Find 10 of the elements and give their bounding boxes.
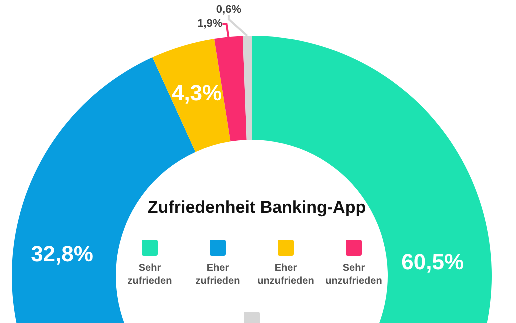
data-label: 0,6% — [216, 4, 242, 16]
legend-label: Sehr unzufrieden — [324, 262, 384, 288]
data-label: 32,8% — [31, 242, 94, 267]
legend-label: Eher unzufrieden — [256, 262, 316, 288]
data-label: 1,9% — [198, 18, 223, 30]
legend-label: Sehr zufrieden — [126, 262, 174, 288]
legend-label: Eher zufrieden — [194, 262, 242, 288]
text: Zufriedenheit Banking-App — [148, 198, 366, 217]
data-label: 60,5% — [402, 250, 464, 274]
data-label: 4,3% — [172, 80, 222, 106]
